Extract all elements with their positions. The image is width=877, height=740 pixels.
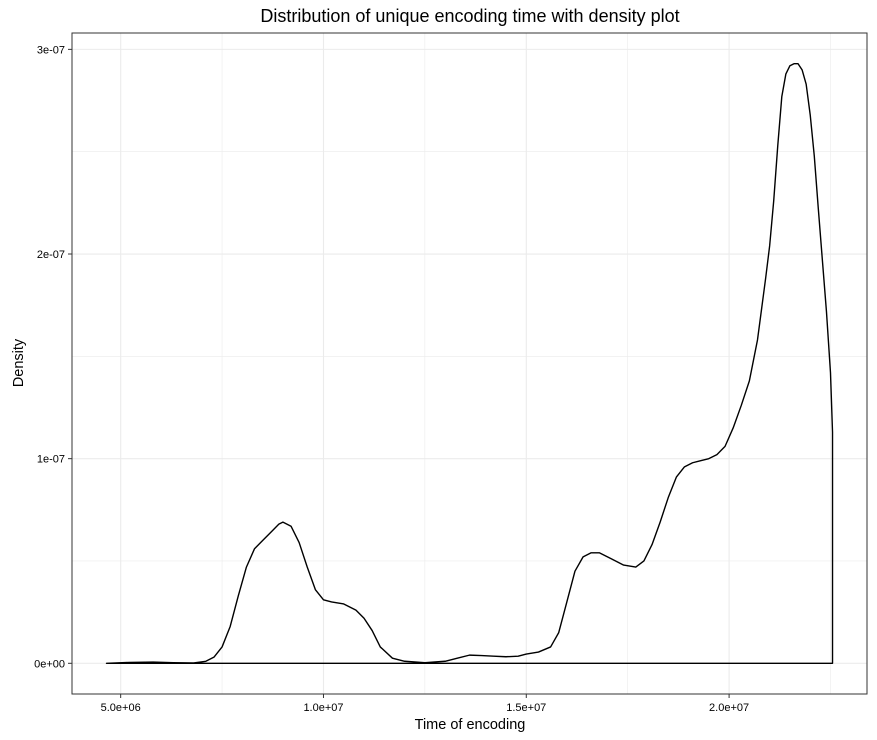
panel-border [71, 32, 868, 695]
density-curve [105, 63, 834, 664]
x-tick-label: 1.5e+07 [506, 702, 546, 714]
x-axis: 5.0e+06 1.0e+07 1.5e+07 2.0e+07 [101, 694, 749, 714]
x-axis-title: Time of encoding [415, 717, 526, 733]
x-tick-label: 1.0e+07 [303, 702, 343, 714]
y-tick-label: 3e-07 [37, 44, 65, 56]
x-tick-label: 5.0e+06 [101, 702, 141, 714]
y-axis-title: Density [11, 338, 27, 387]
plot-area [105, 63, 834, 664]
y-axis: 0e+00 1e-07 2e-07 3e-07 [34, 44, 72, 670]
y-tick-label: 2e-07 [37, 249, 65, 261]
y-tick-label: 0e+00 [34, 658, 65, 670]
y-tick-label: 1e-07 [37, 454, 65, 466]
chart-title: Distribution of unique encoding time wit… [260, 6, 679, 26]
x-tick-label: 2.0e+07 [709, 702, 749, 714]
